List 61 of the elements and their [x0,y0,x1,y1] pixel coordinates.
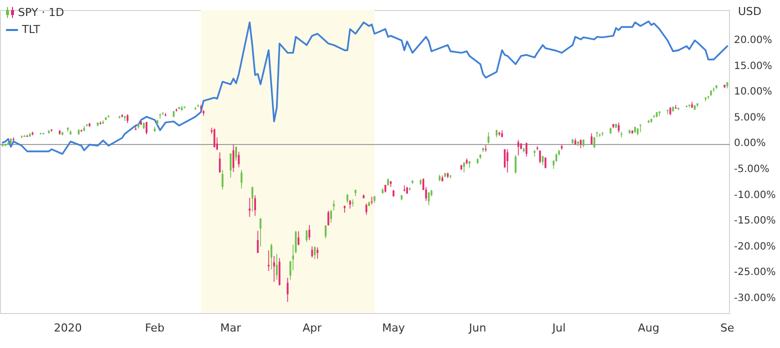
candlestick [232,144,234,172]
x-tick-label: Feb [144,321,164,334]
x-tick-label: Mar [220,321,242,334]
candlestick [278,258,280,286]
candlestick [704,96,706,102]
y-tick-label: 0.00% [734,138,766,150]
candlestick [298,230,300,246]
y-tick-label: -30.00% [734,292,776,304]
candlestick [544,157,546,169]
candlestick [316,246,318,260]
candlestick [666,109,668,115]
candlestick [463,162,465,173]
candlestick [12,137,14,142]
candlestick [590,132,592,146]
candlestick [222,170,224,190]
candlestick [159,113,162,120]
x-tick-label: 2020 [54,321,82,334]
candlestick [514,154,517,174]
candlestick [330,210,332,223]
y-tick-label: 10.00% [734,86,772,98]
y-tick-label: 5.00% [734,112,766,124]
candlestick [118,115,120,119]
candlestick [488,132,490,144]
legend-label: SPY · 1D [18,5,64,21]
candlestick [260,218,262,248]
x-tick-label: Se [720,321,734,334]
candlestick [213,128,216,148]
y-axis-title: USD [738,5,762,18]
candlestick [251,186,254,212]
candlestick [108,114,110,118]
y-tick-label: -15.00% [734,216,776,227]
candlestick [270,243,272,270]
y-tick-label: -20.00% [734,241,776,252]
y-tick-label: -10.00% [734,190,776,201]
candlestick [365,203,368,216]
candlestick [146,122,148,135]
candlestick [240,170,242,189]
candlestick [620,131,622,138]
y-tick-label: -5.00% [734,164,770,175]
candlestick [327,210,330,226]
y-tick-label: 15.00% [734,60,772,72]
candlestick [311,246,313,258]
candlestick [254,194,256,216]
candlestick [506,148,508,173]
x-tick-label: Aug [638,321,660,334]
x-tick-label: May [382,321,406,334]
candlestick [164,112,166,117]
y-tick-label: -25.00% [734,267,776,278]
legend-label: TLT [22,22,40,38]
x-tick-label: Jun [468,321,486,334]
candlestick [640,124,642,133]
candlestick [308,224,310,240]
candlestick [658,110,660,117]
candlestick [596,131,598,138]
candlestick [273,256,275,282]
x-tick-label: Apr [302,321,322,334]
candlestick [526,142,528,157]
candlestick [235,146,237,162]
candlestick [539,150,541,164]
x-tick-label: Jul [551,321,566,334]
y-tick-label: 20.00% [734,35,772,46]
